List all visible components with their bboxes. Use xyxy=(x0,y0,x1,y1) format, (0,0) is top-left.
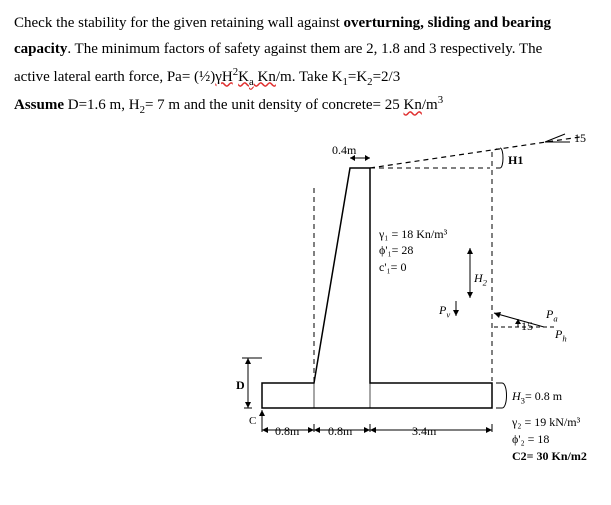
l4d: Kn xyxy=(404,97,422,113)
soil2-gamma: γ₂ = 19 kN/m³ xyxy=(512,414,587,431)
dim-08b: 0.8m xyxy=(328,421,352,442)
l3b: γH xyxy=(215,69,232,85)
dim-34: 3.4m xyxy=(412,421,436,442)
line-4: Assume D=1.6 m, H2= 7 m and the unit den… xyxy=(14,91,597,120)
pv-label: Pv xyxy=(439,300,450,323)
slope-angle: 15 xyxy=(574,128,586,149)
soil1-c: c'₁= 0 xyxy=(379,259,447,275)
soil2-phi: ϕ'₂ = 18 xyxy=(512,431,587,448)
l4sup3: 3 xyxy=(438,94,443,106)
l1a: Check the stability for the given retain… xyxy=(14,15,344,31)
l4e: /m xyxy=(422,97,438,113)
h1-label: H1 xyxy=(508,150,523,171)
problem-text: Check the stability for the given retain… xyxy=(14,10,597,120)
soil2-c2: C2= 30 Kn/m2 xyxy=(512,448,587,465)
l3g: =2/3 xyxy=(373,69,401,85)
top-dim: 0.4m xyxy=(332,140,356,161)
l4c: = 7 m and the unit density of concrete= … xyxy=(145,97,404,113)
l4b: D=1.6 m, H xyxy=(64,97,140,113)
angle-15: 15 xyxy=(521,316,533,337)
soil1-phi: ϕ'₁= 28 xyxy=(379,242,447,258)
l3e: /m. Take K xyxy=(276,69,343,85)
l3c: K xyxy=(238,69,249,85)
soil2-props: γ₂ = 19 kN/m³ ϕ'₂ = 18 C2= 30 Kn/m2 xyxy=(512,414,587,464)
ph-label: Ph xyxy=(555,324,567,347)
soil1-gamma: γ₁ = 18 Kn/m³ xyxy=(379,226,447,242)
soil1-props: γ₁ = 18 Kn/m³ ϕ'₁= 28 c'₁= 0 xyxy=(379,226,447,275)
dim-08a: 0.8m xyxy=(275,421,299,442)
retaining-wall-diagram: 15 0.4m H1 γ₁ = 18 Kn/m³ ϕ'₁= 28 c'₁= 0 … xyxy=(242,128,611,473)
d-label: D xyxy=(236,375,245,396)
c-label: C xyxy=(249,412,256,431)
l1b: overturning, sliding and bearing xyxy=(344,15,552,31)
h3-label: H3= 0.8 m xyxy=(512,386,562,409)
l2a: capacity xyxy=(14,41,67,57)
l3a: active lateral earth force, Pa= (½) xyxy=(14,69,215,85)
l2b: . The minimum factors of safety against … xyxy=(67,41,542,57)
l3f: =K xyxy=(348,69,367,85)
h2-label: H2 xyxy=(474,268,487,291)
line-3: active lateral earth force, Pa= (½)γH2Ka… xyxy=(14,63,597,92)
l4a: Assume xyxy=(14,97,64,113)
line-2: capacity. The minimum factors of safety … xyxy=(14,36,597,62)
l3d: Kn xyxy=(254,69,276,85)
line-1: Check the stability for the given retain… xyxy=(14,10,597,36)
